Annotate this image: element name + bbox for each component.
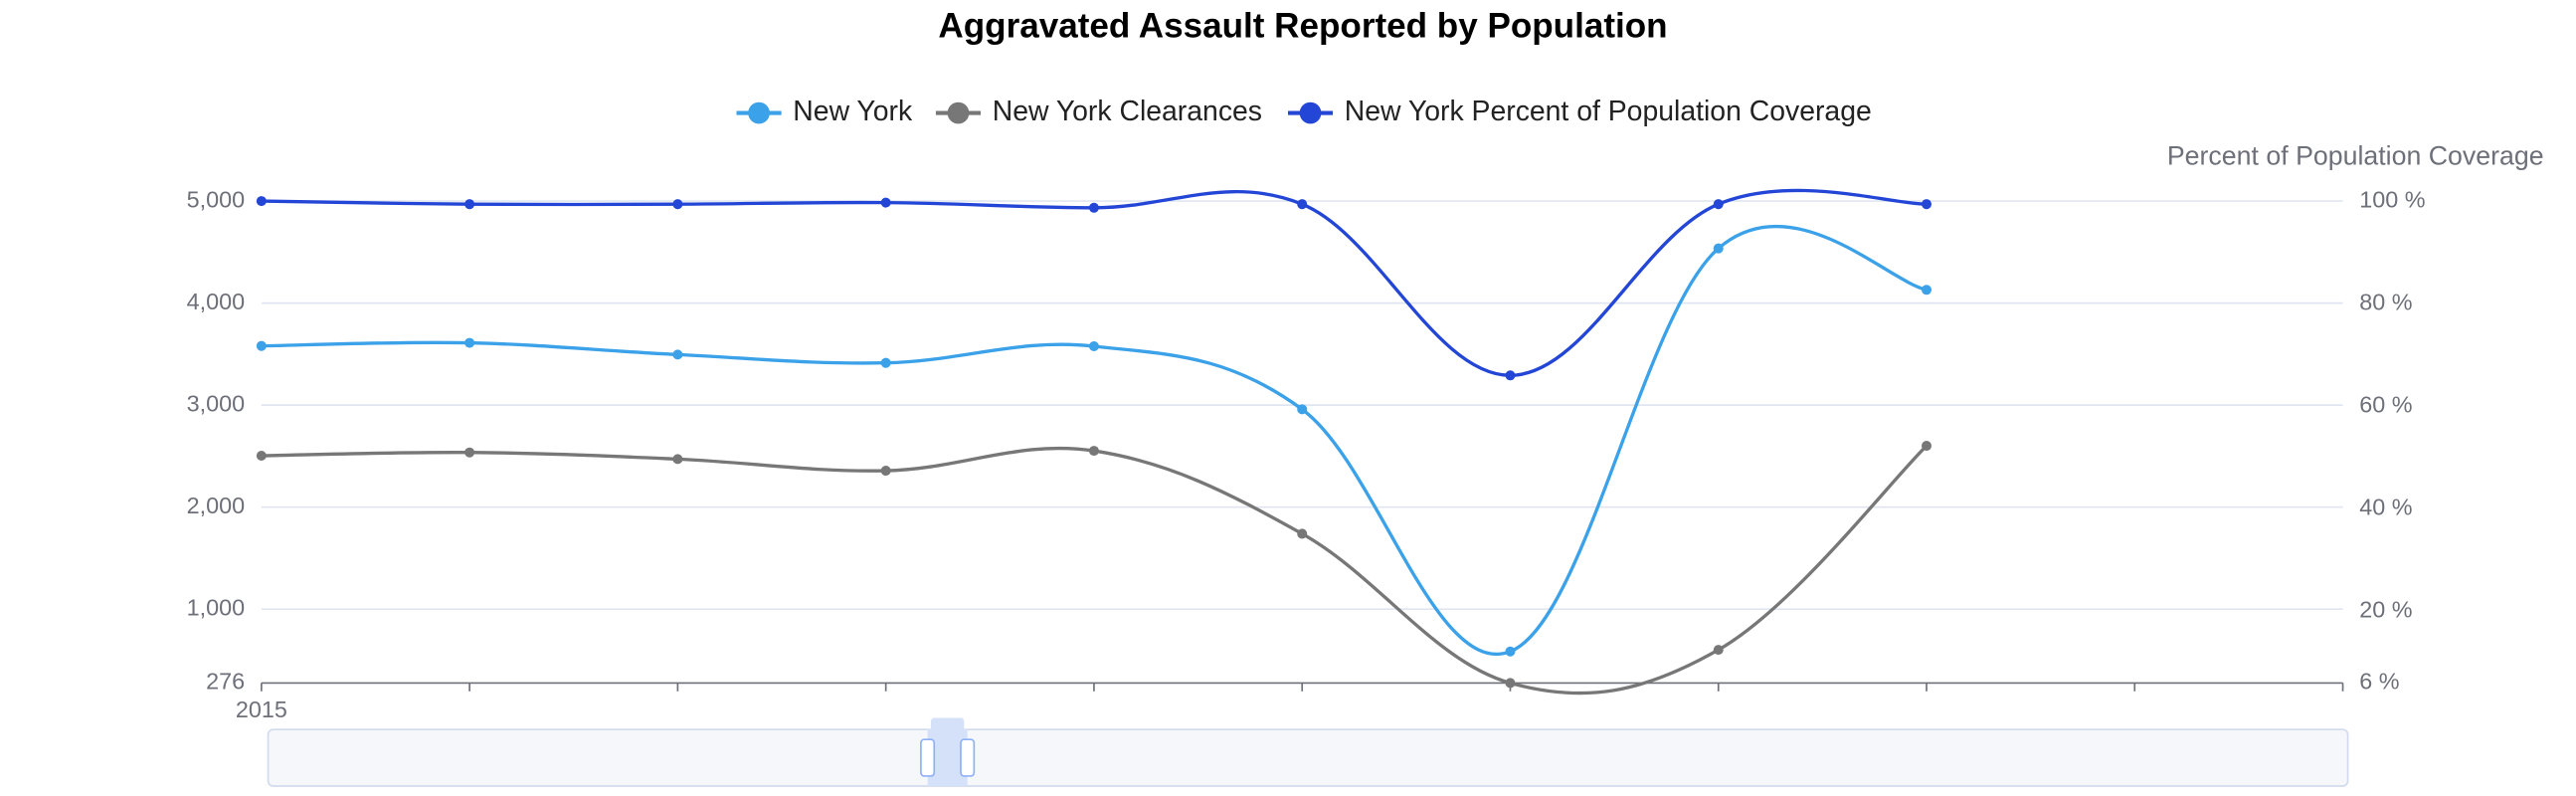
series-line [261, 224, 1928, 656]
data-point [1921, 441, 1932, 452]
y2-tick-label: 20 % [2359, 596, 2412, 622]
series-line [261, 188, 1928, 377]
zoom-grip [930, 717, 965, 731]
data-point [672, 349, 683, 360]
data-point [880, 466, 891, 477]
y-tick-label: 3,000 [187, 390, 246, 416]
data-point [1713, 199, 1724, 210]
y2-tick-label: 60 % [2359, 391, 2412, 417]
legend-marker[interactable] [1299, 101, 1322, 124]
legend-label[interactable]: New York [793, 96, 913, 127]
y2-tick-label: 40 % [2359, 494, 2412, 519]
data-point [464, 447, 475, 458]
data-point [1088, 340, 1099, 351]
data-point [1297, 528, 1308, 539]
y2-tick-label: 80 % [2359, 289, 2412, 314]
data-point [1713, 645, 1724, 656]
data-point [1505, 678, 1516, 689]
data-point [672, 199, 683, 210]
data-point [1297, 199, 1308, 210]
data-point [672, 454, 683, 465]
y-tick-label: 5,000 [187, 186, 246, 212]
chart-title: Aggravated Assault Reported by Populatio… [938, 7, 1667, 46]
zoom-track [267, 728, 2349, 787]
y-tick-label: 276 [206, 669, 245, 695]
legend-marker[interactable] [947, 101, 970, 124]
data-point [256, 450, 267, 462]
data-zoom[interactable] [267, 717, 2349, 787]
series-line [261, 444, 1929, 696]
legend-label[interactable]: New York Percent of Population Coverage [1345, 96, 1872, 127]
zoom-handle[interactable] [960, 738, 976, 777]
data-point [1505, 646, 1516, 657]
data-point [880, 197, 891, 208]
y-tick-label: 4,000 [187, 289, 246, 314]
zoom-handle[interactable] [920, 738, 936, 777]
data-point [1921, 199, 1932, 210]
legend-marker[interactable] [748, 101, 770, 124]
y2-axis-title: Percent of Population Coverage [2167, 141, 2544, 171]
legend-label[interactable]: New York Clearances [993, 96, 1262, 127]
y2-tick-label: 100 % [2359, 186, 2425, 212]
data-point [1505, 370, 1516, 381]
y-tick-label: 2,000 [187, 493, 246, 518]
data-point [1297, 404, 1308, 415]
data-point [1921, 285, 1932, 296]
y2-tick-label: 6 % [2359, 669, 2399, 695]
data-point [1088, 446, 1099, 457]
data-point [256, 340, 267, 351]
data-point [880, 357, 891, 368]
data-point [1713, 243, 1724, 254]
data-point [1088, 202, 1099, 213]
data-point [256, 196, 267, 207]
data-point [464, 337, 475, 348]
y-tick-label: 1,000 [187, 594, 246, 620]
data-point [464, 199, 475, 210]
x-tick-label: 2015 [236, 696, 287, 722]
